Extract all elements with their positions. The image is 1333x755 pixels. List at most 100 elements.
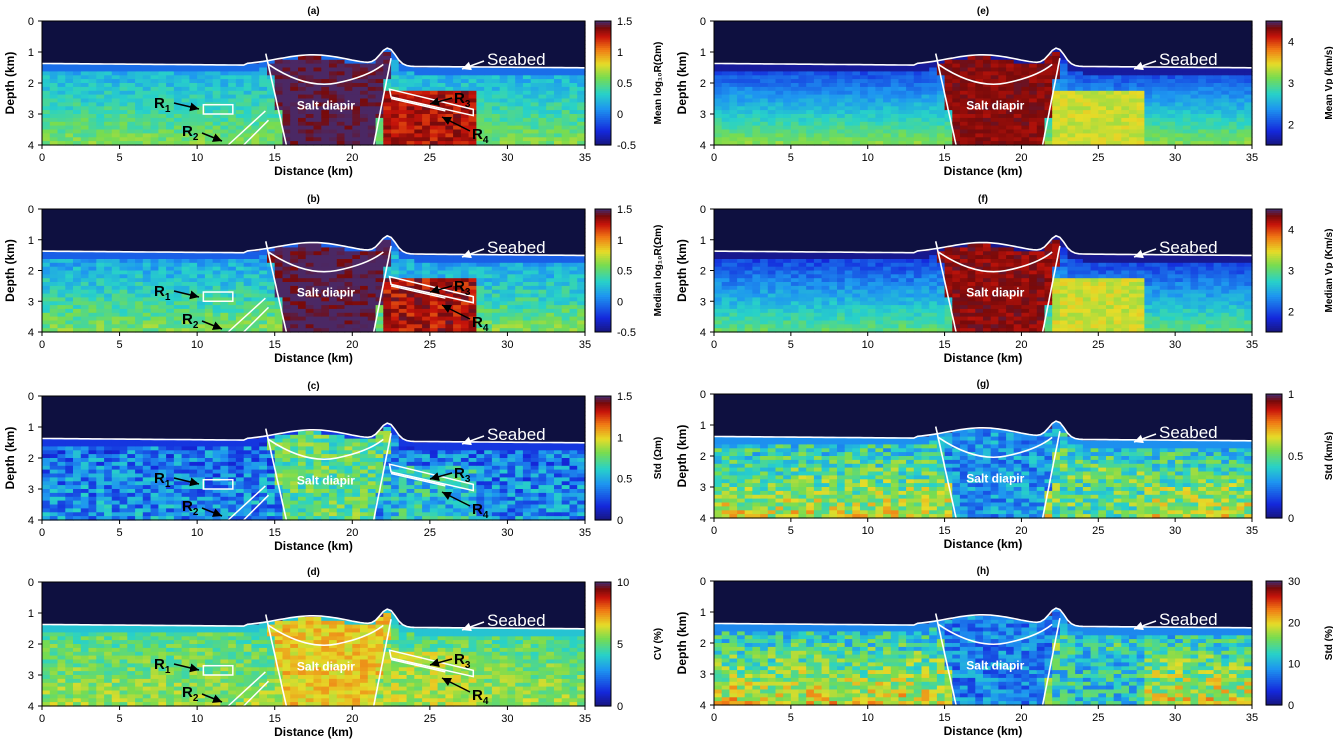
heatmap-cell	[492, 133, 500, 138]
heatmap-cell	[476, 278, 484, 282]
heatmap-cell	[236, 267, 244, 271]
heatmap-cell	[445, 126, 453, 131]
heatmap-cell	[407, 118, 415, 123]
heatmap-cell	[546, 263, 554, 267]
heatmap-cell	[182, 271, 190, 275]
heatmap-cell	[135, 301, 143, 305]
heatmap-cell	[65, 259, 73, 263]
heatmap-cell	[306, 71, 314, 76]
heatmap-cell	[275, 290, 283, 294]
heatmap-cell	[391, 130, 399, 135]
heatmap-cell	[453, 83, 461, 88]
heatmap-cell	[500, 259, 508, 263]
heatmap-cell	[50, 263, 58, 267]
heatmap-cell	[283, 297, 291, 301]
heatmap-cell	[306, 263, 314, 267]
heatmap-cell	[213, 95, 221, 100]
heatmap-cell	[236, 301, 244, 305]
heatmap-cell	[531, 83, 539, 88]
heatmap-cell	[267, 324, 275, 328]
heatmap-cell	[259, 267, 267, 271]
heatmap-cell	[445, 87, 453, 92]
heatmap-cell	[174, 278, 182, 282]
heatmap-cell	[251, 286, 259, 290]
heatmap-cell	[120, 301, 128, 305]
panel-title: (a)	[307, 6, 319, 17]
heatmap-cell	[228, 95, 236, 100]
heatmap-cell	[96, 294, 104, 298]
heatmap-cell	[531, 305, 539, 309]
heatmap-cell	[376, 259, 384, 263]
heatmap-cell	[368, 278, 376, 282]
heatmap-cell	[205, 255, 213, 259]
heatmap-cell	[81, 305, 89, 309]
heatmap-cell	[135, 71, 143, 76]
heatmap-cell	[65, 321, 73, 325]
heatmap-cell	[42, 493, 50, 498]
heatmap-cell	[228, 282, 236, 286]
heatmap-cell	[492, 114, 500, 119]
heatmap-cell	[189, 290, 197, 294]
heatmap-cell	[58, 290, 66, 294]
heatmap-cell	[430, 255, 438, 259]
heatmap-cell	[65, 309, 73, 313]
heatmap-cell	[360, 102, 368, 107]
heatmap-cell	[430, 110, 438, 115]
heatmap-cell	[500, 102, 508, 107]
heatmap-cell	[50, 446, 58, 451]
heatmap-cell	[577, 274, 585, 278]
heatmap-cell	[570, 114, 578, 119]
heatmap-cell	[120, 263, 128, 267]
heatmap-cell	[166, 313, 174, 317]
heatmap-cell	[515, 271, 523, 275]
heatmap-cell	[267, 317, 275, 321]
heatmap-cell	[135, 286, 143, 290]
heatmap-cell	[50, 255, 58, 259]
heatmap-cell	[554, 274, 562, 278]
heatmap-cell	[244, 99, 252, 104]
heatmap-cell	[65, 294, 73, 298]
heatmap-cell	[352, 87, 360, 92]
heatmap-cell	[81, 313, 89, 317]
heatmap-cell	[228, 286, 236, 290]
heatmap-cell	[577, 95, 585, 100]
heatmap-cell	[507, 83, 515, 88]
heatmap-cell	[414, 294, 422, 298]
seabed-label: Seabed	[487, 50, 546, 69]
heatmap-cell	[50, 282, 58, 286]
heatmap-cell	[182, 95, 190, 100]
heatmap-cell	[399, 114, 407, 119]
heatmap-cell	[507, 114, 515, 119]
heatmap-cell	[135, 118, 143, 123]
heatmap-cell	[515, 309, 523, 313]
heatmap-cell	[220, 255, 228, 259]
heatmap-cell	[143, 321, 151, 325]
heatmap-cell	[73, 474, 81, 479]
heatmap-cell	[81, 485, 89, 490]
heatmap-cell	[259, 290, 267, 294]
heatmap-cell	[244, 118, 252, 123]
heatmap-cell	[376, 71, 384, 76]
heatmap-cell	[120, 99, 128, 104]
heatmap-cell	[251, 259, 259, 263]
heatmap-cell	[81, 474, 89, 479]
heatmap-cell	[96, 305, 104, 309]
heatmap-cell	[120, 297, 128, 301]
heatmap-cell	[290, 247, 298, 251]
heatmap-cell	[562, 79, 570, 84]
heatmap-cell	[554, 301, 562, 305]
heatmap-cell	[42, 443, 50, 448]
heatmap-cell	[50, 79, 58, 84]
heatmap-cell	[96, 118, 104, 123]
heatmap-cell	[376, 263, 384, 267]
heatmap-cell	[329, 118, 337, 123]
heatmap-cell	[523, 110, 531, 115]
heatmap-cell	[151, 259, 159, 263]
heatmap-cell	[42, 301, 50, 305]
heatmap-cell	[259, 259, 267, 263]
heatmap-cell	[352, 126, 360, 131]
heatmap-cell	[73, 263, 81, 267]
heatmap-cell	[399, 271, 407, 275]
heatmap-cell	[112, 133, 120, 138]
heatmap-cell	[484, 118, 492, 123]
